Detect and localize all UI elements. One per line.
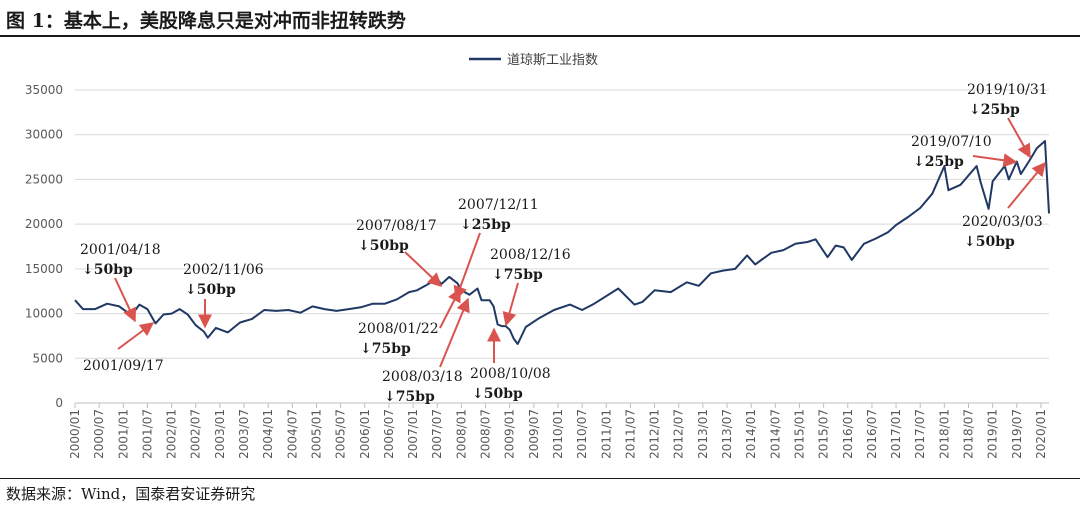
x-tick-label: 2013/07: [720, 409, 734, 459]
x-tick-label: 2006/01: [358, 409, 372, 459]
x-tick-label: 2016/01: [841, 409, 855, 459]
annotation-date: 2019/07/10: [911, 134, 992, 150]
annotation-cut: ↓50bp: [472, 386, 523, 402]
annotation-cut: ↓75bp: [384, 389, 435, 405]
annotation-date: 2001/09/17: [83, 358, 164, 374]
source-note: 数据来源：Wind，国泰君安证券研究: [6, 485, 256, 503]
x-tick-label: 2020/01: [1034, 409, 1048, 459]
y-tick-label: 25000: [25, 172, 63, 186]
x-tick-label: 2017/07: [913, 409, 927, 459]
annotation-date: 2007/08/17: [356, 218, 437, 234]
x-tick-label: 2008/07: [479, 409, 493, 459]
x-tick-label: 2010/01: [551, 409, 565, 459]
annotation-cut: ↓50bp: [185, 282, 236, 298]
annotation-date: 2019/10/31: [967, 82, 1048, 98]
annotation-cut: ↓25bp: [913, 154, 964, 170]
annotations: 2001/04/18 ↓50bp 2001/09/17 2002/11/06 ↓50bp…: [80, 82, 1048, 405]
annotation-cut: ↓50bp: [358, 238, 409, 254]
annotation-arrow: [117, 322, 155, 350]
x-tick-label: 2001/07: [140, 409, 154, 459]
x-tick-label: 2017/01: [889, 409, 903, 459]
x-tick-label: 2016/07: [865, 409, 879, 459]
x-tick-label: 2005/01: [309, 409, 323, 459]
annotation-date: 2008/12/16: [490, 247, 571, 263]
series-layer: [74, 140, 1050, 345]
y-tick-label: 0: [55, 396, 63, 410]
annotation-arrow: [502, 282, 519, 327]
annotation-arrow: [114, 277, 137, 323]
y-tick-label: 10000: [25, 307, 63, 321]
y-tick-label: 35000: [25, 83, 63, 97]
y-axis: 0 5000 10000 15000 20000 25000 30000 35000: [25, 83, 63, 410]
x-tick-label: 2019/01: [986, 409, 1000, 459]
annotation-date: 2008/01/22: [358, 321, 439, 337]
annotation-cut: ↓50bp: [82, 262, 133, 278]
x-tick-label: 2015/01: [792, 409, 806, 459]
legend-label: 道琼斯工业指数: [507, 53, 598, 68]
annotation-arrow: [1007, 161, 1046, 209]
grid-lines: [75, 89, 1049, 404]
annotation-date: 2020/03/03: [962, 214, 1043, 230]
x-tick-label: 2015/07: [817, 409, 831, 459]
y-tick-label: 15000: [25, 262, 63, 276]
annotation-cut: ↓75bp: [492, 267, 543, 283]
annotation-cut: ↓50bp: [964, 234, 1015, 250]
x-tick-label: 2012/01: [648, 409, 662, 459]
x-tick-label: 2011/07: [623, 409, 637, 459]
annotation-date: 2001/04/18: [80, 242, 161, 258]
annotation-date: 2008/03/18: [382, 369, 463, 385]
x-tick-label: 2014/01: [744, 409, 758, 459]
x-tick-label: 2013/01: [696, 409, 710, 459]
annotation-arrow: [972, 153, 1018, 168]
x-tick-label: 2018/01: [937, 409, 951, 459]
top-rule: [0, 35, 1080, 37]
x-tick-label: 2005/07: [334, 409, 348, 459]
chart: 0 5000 10000 15000 20000 25000 30000 35000 2000…: [25, 53, 1050, 459]
x-tick-label: 2001/01: [116, 409, 130, 459]
x-tick-label: 2004/01: [261, 409, 275, 459]
x-tick-label: 2009/07: [527, 409, 541, 459]
annotation-cut: ↓75bp: [360, 341, 411, 357]
x-tick-label: 2006/07: [382, 409, 396, 459]
x-tick-label: 2003/07: [237, 409, 251, 459]
annotation-arrow: [1007, 117, 1031, 159]
x-tick-label: 2000/07: [92, 409, 106, 459]
x-tick-label: 2002/01: [165, 409, 179, 459]
annotation-arrow: [439, 287, 461, 329]
annotation-arrow: [439, 297, 470, 368]
x-tick-label: 2000/01: [68, 409, 82, 459]
annotation-date: 2002/11/06: [183, 262, 264, 278]
bottom-rule: [0, 478, 1080, 479]
x-tick-label: 2019/07: [1010, 409, 1024, 459]
annotation-cut: ↓25bp: [969, 102, 1020, 118]
x-tick-label: 2018/07: [962, 409, 976, 459]
x-tick-label: 2010/07: [575, 409, 589, 459]
y-tick-label: 5000: [32, 351, 63, 365]
legend: 道琼斯工业指数: [469, 53, 598, 68]
figure-title: 图 1：基本上，美股降息只是对冲而非扭转跌势: [6, 10, 406, 32]
x-tick-label: 2009/01: [503, 409, 517, 459]
annotation-arrow: [404, 251, 443, 287]
series-line: [74, 140, 1050, 345]
annotation-cut: ↓25bp: [460, 217, 511, 233]
y-tick-label: 20000: [25, 217, 63, 231]
x-tick-label: 2011/01: [599, 409, 613, 459]
y-tick-label: 30000: [25, 128, 63, 142]
x-tick-label: 2007/07: [430, 409, 444, 459]
annotation-date: 2008/10/08: [470, 366, 551, 382]
x-tick-label: 2002/07: [189, 409, 203, 459]
x-tick-label: 2012/07: [672, 409, 686, 459]
annotation-date: 2007/12/11: [458, 197, 539, 213]
x-tick-label: 2007/01: [406, 409, 420, 459]
x-tick-label: 2004/07: [285, 409, 299, 459]
x-axis: 2000/01 2000/07 2001/01 2001/07 2002/01 2002/…: [68, 403, 1048, 459]
x-tick-label: 2014/07: [768, 409, 782, 459]
x-tick-label: 2003/01: [213, 409, 227, 459]
x-tick-label: 2008/01: [454, 409, 468, 459]
